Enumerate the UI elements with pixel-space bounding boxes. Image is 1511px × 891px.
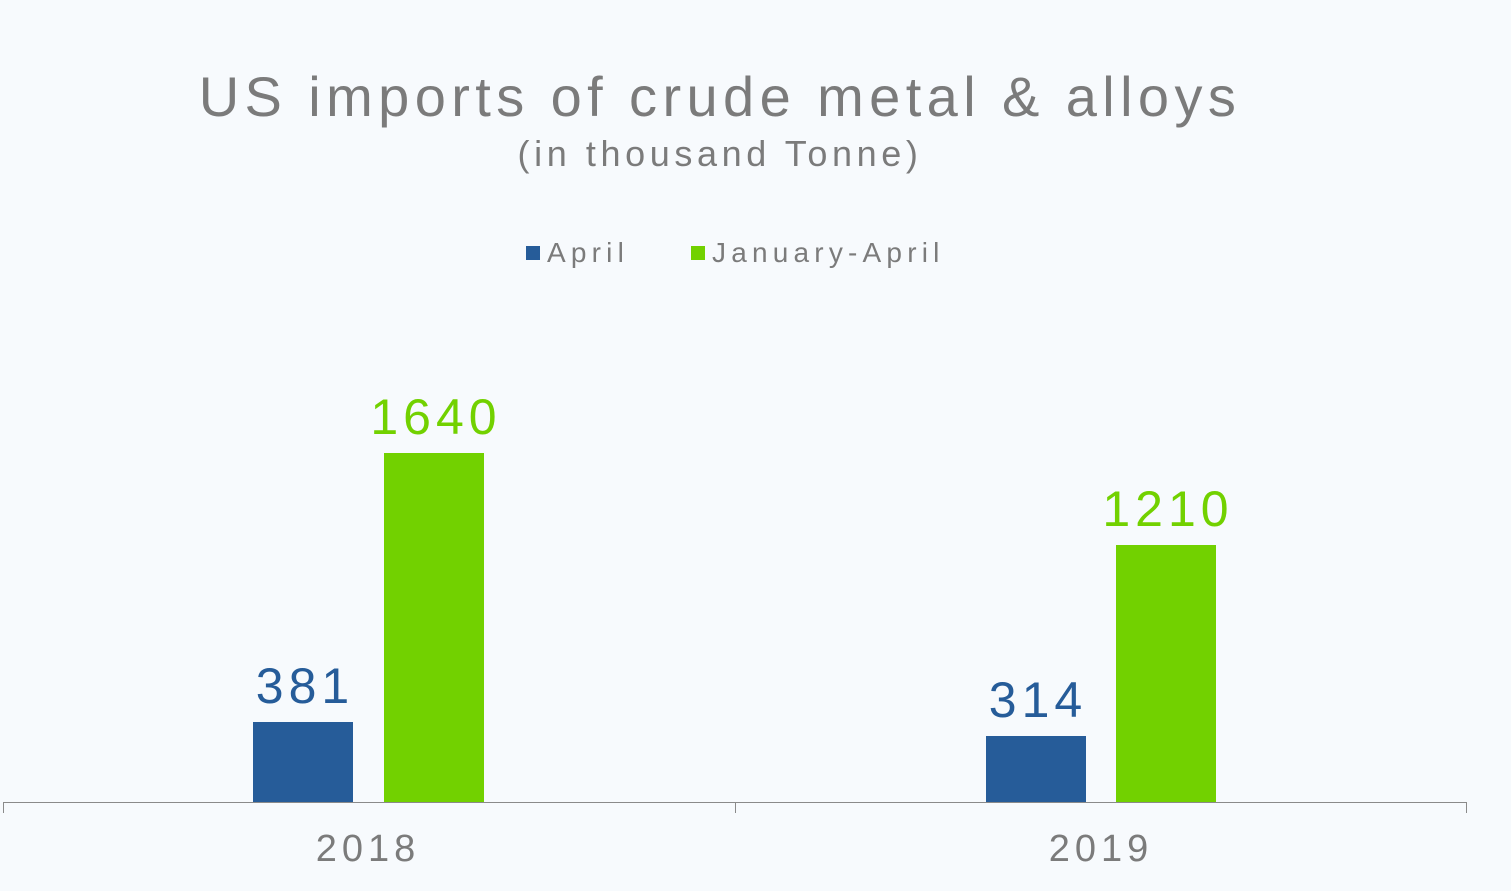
data-label-2019-january-april: 1210 xyxy=(1102,480,1234,537)
x-axis-line xyxy=(3,802,1467,803)
data-label-2019-april: 314 xyxy=(988,671,1088,728)
data-label-2018-april: 381 xyxy=(255,657,355,714)
bar-2018-january-april xyxy=(384,453,484,803)
data-label-2018-january-april: 1640 xyxy=(370,389,502,445)
legend: April January-April xyxy=(526,236,1007,270)
bar-2018-april xyxy=(253,721,353,803)
legend-swatch-january-april xyxy=(691,246,706,260)
chart-subtitle: (in thousand Tonne) xyxy=(517,133,923,174)
x-tick-label-2018: 2018 xyxy=(315,828,421,870)
x-tick-label-2019: 2019 xyxy=(1048,828,1154,870)
x-axis-tick xyxy=(3,803,4,813)
bar-2019-april xyxy=(986,735,1086,803)
legend-item-april: April xyxy=(526,237,629,269)
legend-item-january-april: January-April xyxy=(691,237,945,269)
x-axis-tick xyxy=(1466,803,1467,813)
legend-swatch-april xyxy=(526,246,540,260)
legend-label-april: April xyxy=(547,237,630,268)
bar-2019-january-april xyxy=(1116,544,1216,803)
legend-label-january-april: January-April xyxy=(712,237,945,268)
chart-title: US imports of crude metal & alloys xyxy=(198,65,1242,128)
x-axis-tick xyxy=(735,803,736,813)
